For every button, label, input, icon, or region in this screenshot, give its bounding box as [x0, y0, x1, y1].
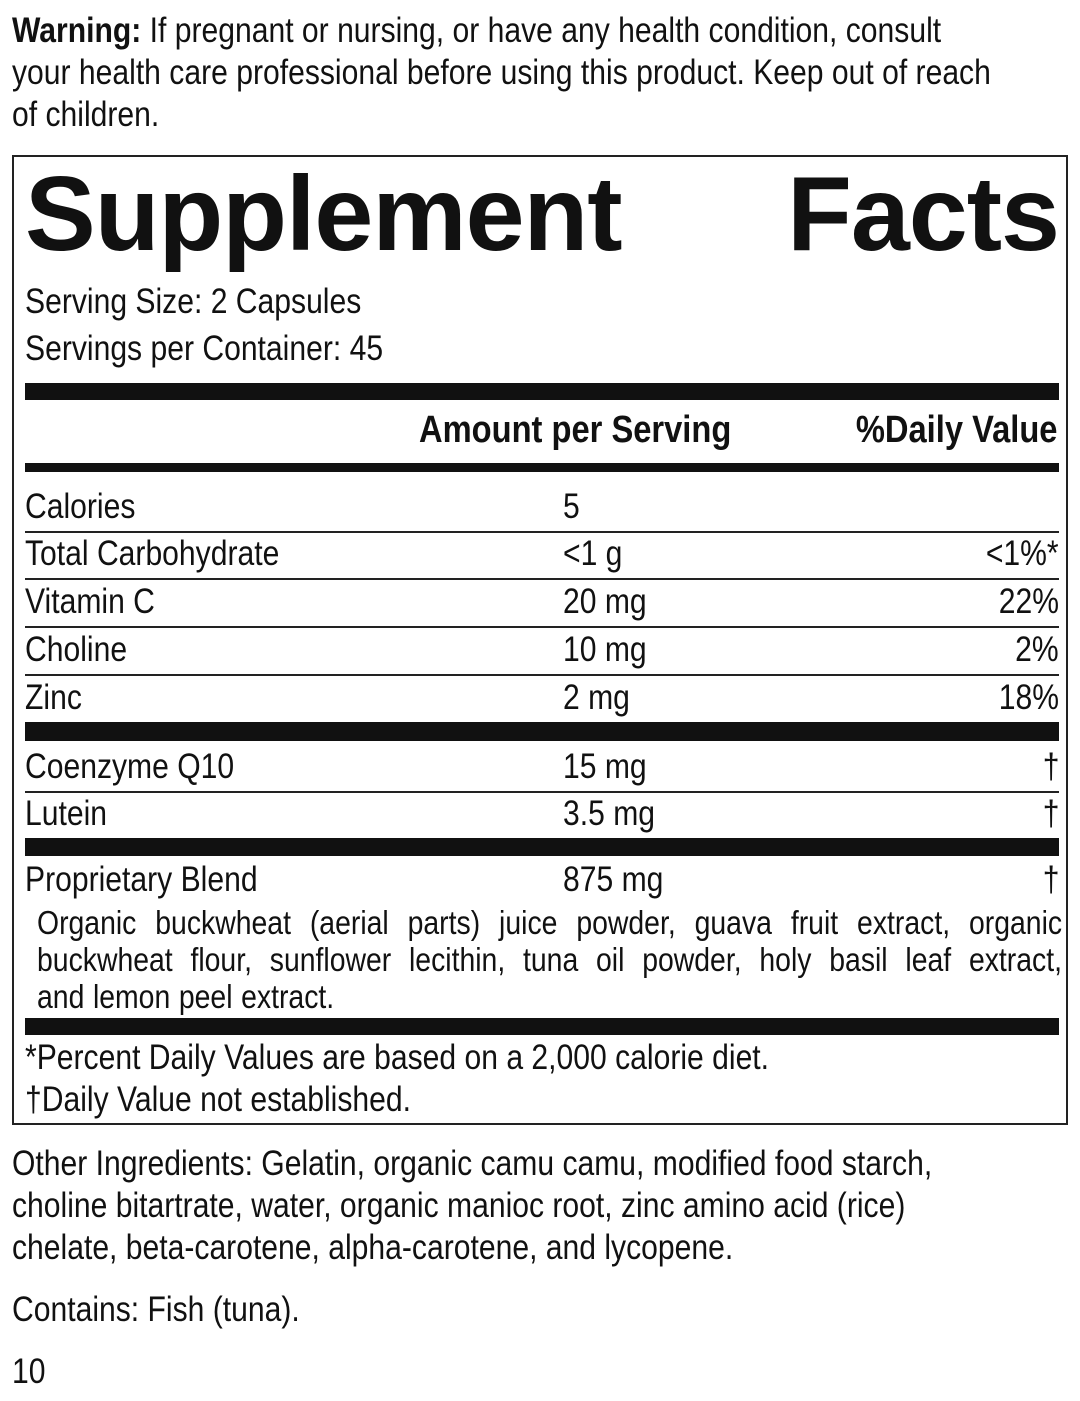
nutrient-dv: 22%: [998, 582, 1059, 621]
divider-thin: [25, 674, 1059, 676]
nutrient-name: Coenzyme Q10: [25, 747, 235, 786]
divider-thick: [25, 722, 1059, 741]
divider-thin: [25, 531, 1059, 533]
nutrient-amount: 20 mg: [563, 582, 647, 621]
blend-line: buckwheat flour, sunflower lecithin, tuna oil…: [37, 941, 1062, 978]
divider-thick: [25, 838, 1059, 856]
nutrient-row: Coenzyme Q10 15 mg †: [25, 745, 1059, 789]
nutrient-row: Lutein 3.5 mg †: [25, 792, 1059, 836]
nutrient-row: Calories 5: [25, 485, 1059, 529]
allergen-statement: Contains: Fish (tuna).: [12, 1290, 300, 1329]
nutrient-row: Total Carbohydrate <1 g <1%*: [25, 532, 1059, 576]
other-ingredients: Other Ingredients: Gelatin, organic camu…: [12, 1143, 1061, 1269]
header-daily-value: %Daily Value: [855, 409, 1057, 451]
nutrient-amount: <1 g: [563, 534, 623, 573]
divider-thin: [25, 578, 1059, 580]
warning-line: If pregnant or nursing, or have any heal…: [141, 11, 942, 50]
warning-label: Warning:: [12, 11, 142, 50]
nutrient-amount: 15 mg: [563, 747, 647, 786]
nutrient-dv: †: [1042, 794, 1059, 833]
nutrient-row: Vitamin C 20 mg 22%: [25, 580, 1059, 624]
other-ingredients-line: chelate, beta-carotene, alpha-carotene, …: [12, 1228, 734, 1267]
footnote-dagger: †Daily Value not established.: [25, 1080, 411, 1119]
nutrient-dv: †: [1042, 747, 1059, 786]
serving-size: Serving Size: 2 Capsules: [25, 282, 362, 321]
supplement-facts-panel: Supplement Facts Serving Size: 2 Capsule…: [12, 155, 1068, 1125]
nutrient-name: Total Carbohydrate: [25, 534, 280, 573]
nutrient-name: Zinc: [25, 678, 82, 717]
title-word: Supplement: [25, 155, 623, 273]
blend-line: Organic buckwheat (aerial parts) juice powder…: [37, 904, 1063, 941]
other-ingredients-line: Other Ingredients: Gelatin, organic camu…: [12, 1144, 933, 1183]
divider-thick: [25, 383, 1059, 400]
title-word: Facts: [787, 155, 1060, 273]
blend-line: and lemon peel extract.: [37, 978, 335, 1015]
nutrient-row: Zinc 2 mg 18%: [25, 676, 1059, 720]
nutrient-row: Proprietary Blend 875 mg †: [25, 858, 1059, 902]
nutrient-amount: 3.5 mg: [563, 794, 656, 833]
panel-title: Supplement Facts: [25, 155, 1060, 273]
divider-thin: [25, 791, 1059, 793]
page-number: 10: [12, 1352, 46, 1391]
nutrient-name: Proprietary Blend: [25, 860, 258, 899]
nutrient-amount: 5: [563, 487, 580, 526]
nutrient-dv: †: [1042, 860, 1059, 899]
warning-line: of children.: [12, 95, 160, 134]
nutrient-name: Lutein: [25, 794, 108, 833]
nutrient-amount: 10 mg: [563, 630, 647, 669]
nutrient-amount: 2 mg: [563, 678, 630, 717]
divider-medium: [25, 463, 1059, 472]
nutrient-row: Choline 10 mg 2%: [25, 628, 1059, 672]
nutrient-name: Vitamin C: [25, 582, 155, 621]
nutrient-name: Calories: [25, 487, 136, 526]
header-amount: Amount per Serving: [419, 409, 732, 451]
other-ingredients-line: choline bitartrate, water, organic manio…: [12, 1186, 906, 1225]
servings-per-container: Servings per Container: 45: [25, 329, 384, 368]
nutrient-dv: 2%: [1015, 630, 1059, 669]
nutrient-dv: <1%*: [986, 534, 1059, 573]
nutrient-name: Choline: [25, 630, 128, 669]
proprietary-blend-ingredients: Organic buckwheat (aerial parts) juice powder…: [37, 904, 1063, 1015]
nutrient-amount: 875 mg: [563, 860, 664, 899]
divider-thin: [25, 626, 1059, 628]
footnote-percent-dv: *Percent Daily Values are based on a 2,0…: [25, 1038, 770, 1077]
warning-line: your health care professional before usi…: [12, 53, 991, 92]
warning-text: Warning: If pregnant or nursing, or have…: [12, 10, 1061, 136]
nutrient-dv: 18%: [998, 678, 1059, 717]
divider-thick: [25, 1018, 1059, 1035]
